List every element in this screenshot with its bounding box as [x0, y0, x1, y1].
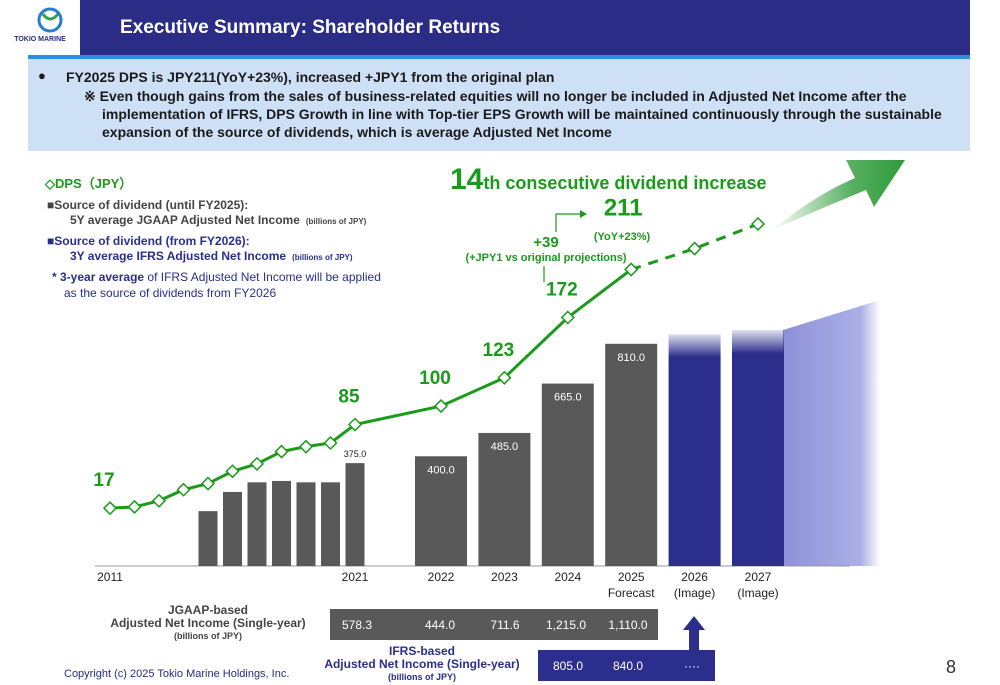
bar: [296, 482, 316, 566]
bar: [732, 330, 784, 566]
value-label: 85: [338, 387, 360, 408]
bar: [247, 482, 267, 566]
bar-value-label: 375.0: [344, 449, 367, 459]
marker: [750, 216, 766, 232]
x-tick-label: 2022: [428, 570, 455, 584]
table-row-bg: [538, 650, 715, 681]
marker: [102, 501, 118, 516]
marker: [274, 444, 289, 459]
logo: TOKIO MARINE: [0, 0, 80, 55]
increase-label: +39: [533, 234, 558, 251]
x-tick-label: 2026: [681, 570, 708, 584]
value-label: 17: [93, 470, 114, 491]
value-label: 123: [483, 340, 515, 361]
marker: [249, 456, 265, 471]
marker: [323, 435, 338, 451]
note: ※ Even though gains from the sales of bu…: [84, 88, 942, 140]
bar: [668, 334, 721, 566]
bar: [272, 480, 291, 566]
header-bar: Executive Summary: Shareholder Returns: [80, 0, 970, 55]
marker: [151, 493, 167, 508]
yoy-label: (YoY+23%): [594, 231, 651, 243]
table-cell: 840.0: [613, 659, 643, 673]
row-label: JGAAP-based: [168, 603, 248, 617]
line: [630, 222, 759, 271]
marker: [433, 399, 449, 414]
marker: [497, 370, 512, 385]
bar-value-label: 810.0: [617, 352, 645, 364]
bar-value-label: 665.0: [554, 392, 582, 404]
headline: 14th consecutive dividend increase: [450, 163, 766, 196]
table-row-bg: [330, 609, 658, 640]
bracket-arrow: [580, 210, 587, 218]
x-tick-note: (Image): [737, 586, 778, 600]
bar-value-label: 485.0: [491, 441, 519, 453]
x-tick-note: Forecast: [608, 586, 655, 600]
row-label: IFRS-based: [389, 644, 455, 658]
marker: [687, 241, 702, 256]
table-cell: 578.3: [342, 618, 372, 632]
marker: [624, 262, 639, 277]
bracket: [555, 213, 580, 232]
callout-arrow: [683, 616, 705, 650]
title: Executive Summary: Shareholder Returns: [120, 17, 501, 38]
legend-jgaap: ■Source of dividend (until FY2025):: [47, 198, 248, 212]
x-tick-label: 2027: [745, 570, 772, 584]
table-cell: 1,110.0: [608, 618, 647, 632]
row-label: Adjusted Net Income (Single-year): [110, 616, 305, 630]
bar: [478, 432, 531, 566]
row-label: (billions of JPY): [388, 672, 456, 682]
logo-text: TOKIO MARINE: [14, 36, 66, 43]
marker: [560, 310, 575, 325]
x-tick-label: 2025: [618, 570, 645, 584]
bar: [198, 511, 218, 566]
marker: [200, 476, 216, 491]
table-cell: 805.0: [553, 659, 583, 673]
table-cell: 1,215.0: [546, 618, 586, 632]
table-cell: 444.0: [425, 618, 455, 632]
legend-ifrs: ■Source of dividend (from FY2026):: [47, 234, 250, 248]
logo-mark: [37, 7, 63, 33]
legend-jgaap-detail: 5Y average JGAAP Adjusted Net Income (bil…: [70, 213, 367, 227]
bar: [321, 482, 340, 566]
row-label: (billions of JPY): [174, 631, 242, 641]
table-cell: 711.6: [490, 618, 519, 632]
header-line: [28, 55, 970, 59]
marker: [298, 439, 314, 454]
bar: [541, 383, 594, 566]
footnote: * 3-year average of IFRS Adjusted Net In…: [52, 270, 381, 284]
bar: [223, 491, 242, 566]
row-label: Adjusted Net Income (Single-year): [324, 657, 519, 671]
x-tick-label: 2011: [97, 570, 123, 584]
copyright: Copyright (c) 2025 Tokio Marine Holdings…: [64, 668, 290, 680]
marker: [127, 499, 142, 515]
future-image-shape: [783, 300, 880, 566]
bar: [605, 343, 658, 566]
x-tick-note: (Image): [674, 586, 715, 600]
marker: [176, 482, 191, 497]
bar: [415, 456, 467, 566]
vs-plan-label: (+JPY1 vs original projections): [465, 252, 626, 264]
bullet: FY2025 DPS is JPY211(YoY+23%), increased…: [66, 69, 555, 85]
x-tick-label: 2023: [491, 570, 518, 584]
marker: [347, 417, 363, 432]
bar: [345, 463, 365, 566]
growth-arrow: [772, 160, 905, 230]
value-label: 172: [546, 279, 578, 300]
summary-box: ● FY2025 DPS is JPY211(YoY+23%), increas…: [28, 59, 970, 151]
bullet-marker: ●: [38, 68, 46, 83]
value-label: 100: [419, 368, 451, 389]
marker: [225, 464, 240, 479]
value-label: 211: [604, 194, 643, 221]
table-cell: ····: [684, 659, 700, 673]
legend-ifrs-detail: 3Y average IFRS Adjusted Net Income (bill…: [70, 249, 353, 263]
x-tick-label: 2024: [554, 570, 581, 584]
bar-value-label: 400.0: [427, 464, 455, 476]
footnote: as the source of dividends from FY2026: [64, 286, 276, 300]
legend-dps: ◇DPS（JPY）: [44, 176, 132, 191]
x-tick-label: 2021: [342, 570, 369, 584]
page-number: 8: [946, 657, 957, 677]
